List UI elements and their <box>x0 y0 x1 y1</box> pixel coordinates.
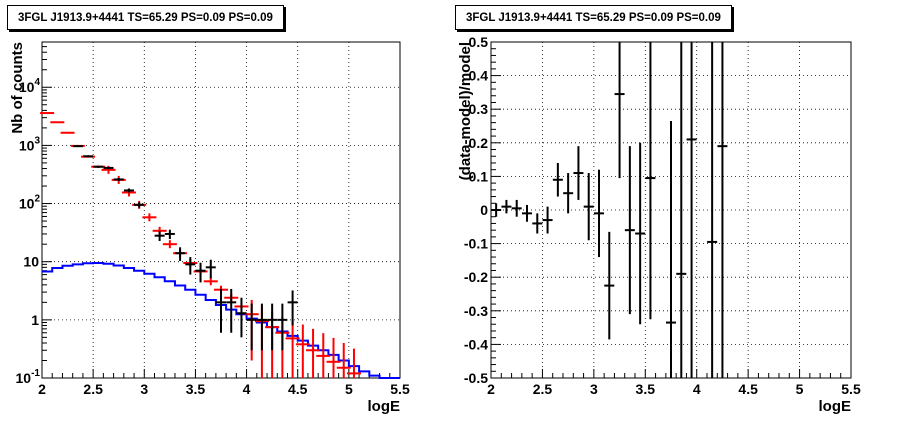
left-x-tick-label: 5.5 <box>390 381 410 397</box>
left-x-tick-label: 2.5 <box>83 381 103 397</box>
left-x-tick-label: 2 <box>38 381 46 397</box>
left-y-tick-label: 10-1 <box>16 368 41 386</box>
left-x-tick-label: 3.5 <box>186 381 206 397</box>
right-x-tick-label: 5 <box>796 381 804 397</box>
left-x-tick-label: 5 <box>345 381 353 397</box>
left-x-axis-label: logE <box>368 398 401 415</box>
right-x-tick-label: 4 <box>693 381 701 397</box>
right-y-tick-label: -0.4 <box>464 336 488 352</box>
right-y-tick-label: 0.4 <box>469 68 489 84</box>
right-y-tick-label: -0.3 <box>464 303 488 319</box>
right-y-tick-label: -0.1 <box>464 236 488 252</box>
right-x-axis-label: logE <box>819 398 852 415</box>
right-x-tick-label: 2.5 <box>533 381 553 397</box>
left-x-tick-label: 4 <box>243 381 251 397</box>
right-x-tick-label: 3 <box>590 381 598 397</box>
right-x-tick-label: 2 <box>487 381 495 397</box>
left-y-tick-label: 102 <box>19 194 41 212</box>
left-x-tick-label: 4.5 <box>288 381 308 397</box>
right-y-tick-label: 0.2 <box>469 135 489 151</box>
right-x-tick-label: 5.5 <box>841 381 861 397</box>
right-plot-title: 3FGL J1913.9+4441 TS=65.29 PS=0.09 PS=0.… <box>455 5 732 30</box>
right-y-tick-label: -0.2 <box>464 269 488 285</box>
right-y-tick-label: 0 <box>480 202 488 218</box>
right-y-axis-label: (data-model)/model <box>457 42 474 180</box>
sum-model-histogram <box>42 261 400 379</box>
right-x-tick-label: 4.5 <box>738 381 758 397</box>
left-y-tick-label: 104 <box>19 77 41 95</box>
left-plot-title: 3FGL J1913.9+4441 TS=65.29 PS=0.09 PS=0.… <box>7 5 284 30</box>
right-y-tick-label: 0.1 <box>469 168 489 184</box>
left-y-tick-label: 103 <box>19 135 41 153</box>
left-y-tick-label: 1 <box>31 312 39 328</box>
right-y-tick-label: -0.5 <box>464 370 488 386</box>
right-y-tick-label: 0.3 <box>469 101 489 117</box>
right-x-tick-label: 3.5 <box>636 381 656 397</box>
left-y-tick-label: 10 <box>23 254 39 270</box>
left-y-axis-label: Nb of counts <box>9 42 26 134</box>
right-y-tick-label: 0.5 <box>469 34 489 50</box>
left-x-tick-label: 3 <box>140 381 148 397</box>
